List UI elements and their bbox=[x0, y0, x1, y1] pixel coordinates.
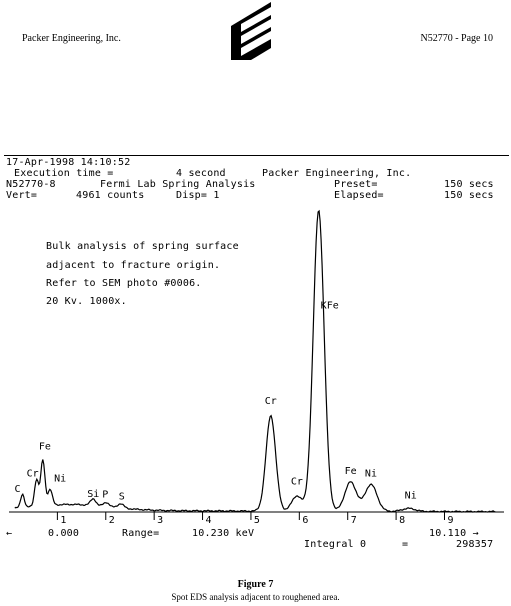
integral-label: Integral 0 bbox=[304, 539, 367, 550]
elapsed-label: Elapsed= bbox=[334, 190, 384, 201]
range-start: 0.000 bbox=[48, 528, 80, 539]
peak-label: C bbox=[15, 484, 21, 495]
peak-label: Si bbox=[87, 489, 99, 500]
exec-value: 4 second bbox=[176, 168, 226, 179]
x-tick-label: 2 bbox=[109, 515, 115, 526]
note-line-2: adjacent to fracture origin. bbox=[46, 260, 221, 271]
spectrum-chart: 1 2 3 4 5 6 7 8 9 C Cr Fe Ni Si P S Cr Cr KFe Fe Ni Ni bbox=[9, 209, 504, 526]
lab-name: Packer Engineering, Inc. bbox=[262, 168, 412, 179]
peak-label: Cr bbox=[27, 469, 39, 480]
x-tick-label: 4 bbox=[206, 515, 212, 526]
note-line-4: 20 Kv. 1000x. bbox=[46, 296, 127, 307]
note-line-3: Refer to SEM photo #0006. bbox=[46, 278, 202, 289]
peak-label: Ni bbox=[365, 469, 377, 480]
figure-caption: Spot EDS analysis adjacent to roughened … bbox=[171, 592, 340, 602]
exec-label: Execution time = bbox=[14, 168, 114, 179]
eds-spectrum-panel: 17-Apr-1998 14:10:52 Execution time = 4 … bbox=[4, 155, 509, 556]
x-tick-label: 3 bbox=[157, 515, 163, 526]
x-tick-label: 1 bbox=[60, 515, 66, 526]
x-tick-label: 6 bbox=[302, 515, 308, 526]
preset-label: Preset= bbox=[334, 179, 378, 190]
peak-label: Cr bbox=[265, 396, 277, 407]
x-tick-label: 8 bbox=[399, 515, 405, 526]
peak-label: KFe bbox=[321, 300, 339, 311]
range-value: 10.230 keV bbox=[192, 528, 255, 539]
scroll-left-arrow: ← bbox=[6, 528, 13, 539]
header-company: Packer Engineering, Inc. bbox=[22, 33, 121, 44]
peak-label: Cr bbox=[291, 476, 303, 487]
note-line-1: Bulk analysis of spring surface bbox=[46, 241, 239, 252]
x-tick-label: 7 bbox=[351, 515, 357, 526]
vert-label: Vert= bbox=[6, 190, 38, 201]
elapsed-value: 150 secs bbox=[444, 190, 494, 201]
peak-label: Ni bbox=[54, 474, 66, 485]
peak-label: S bbox=[119, 491, 125, 502]
spectrum-line bbox=[14, 209, 496, 513]
header-doc-ref: N52770 - Page 10 bbox=[420, 33, 494, 44]
peak-label: Fe bbox=[39, 442, 51, 453]
peak-label: P bbox=[102, 489, 108, 500]
disp-value: Disp= 1 bbox=[176, 190, 220, 201]
integral-value: 298357 bbox=[456, 539, 494, 550]
figure-title: Figure 7 bbox=[237, 579, 274, 590]
range-label: Range= bbox=[122, 528, 160, 539]
project-name: Fermi Lab Spring Analysis bbox=[100, 179, 256, 190]
datetime: 17-Apr-1998 14:10:52 bbox=[6, 157, 131, 168]
peak-label: Fe bbox=[345, 466, 357, 477]
integral-eq: = bbox=[402, 539, 409, 550]
x-tick-label: 9 bbox=[447, 515, 453, 526]
range-end: 10.110 → bbox=[429, 528, 479, 539]
preset-value: 150 secs bbox=[444, 179, 494, 190]
vert-counts: 4961 counts bbox=[76, 190, 145, 201]
company-logo bbox=[231, 2, 271, 60]
x-tick-label: 5 bbox=[254, 515, 260, 526]
sample-id: N52770-8 bbox=[6, 179, 56, 190]
peak-label: Ni bbox=[405, 490, 417, 501]
